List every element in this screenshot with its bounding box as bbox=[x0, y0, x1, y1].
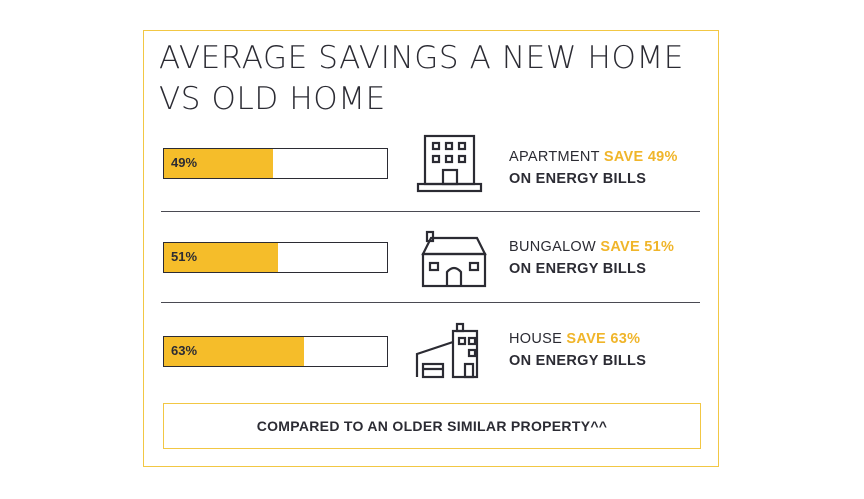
bar-apartment: 49% bbox=[163, 148, 388, 179]
bar-value-label-house: 63% bbox=[171, 343, 198, 358]
caption-apartment: APARTMENT SAVE 49% ON ENERGY BILLS bbox=[509, 146, 678, 190]
bar-fill-house bbox=[164, 337, 305, 366]
footnote-box: COMPARED TO AN OLDER SIMILAR PROPERTY^^ bbox=[163, 403, 701, 449]
caption-save-bungalow: SAVE 51% bbox=[600, 239, 675, 255]
divider-2 bbox=[161, 302, 700, 303]
bar-fill-bungalow bbox=[164, 243, 278, 272]
title-line-2: VS OLD HOME bbox=[159, 81, 386, 117]
row-apartment: 49% APARTMENT SAVE 49% ON ENERGY BILLS bbox=[159, 130, 704, 210]
bungalow-icon bbox=[413, 228, 487, 298]
caption-rest-bungalow: ON ENERGY BILLS bbox=[509, 261, 647, 277]
bar-value-label-apartment: 49% bbox=[171, 155, 198, 170]
infographic-card bbox=[143, 30, 719, 467]
row-house: 63% HOUSE SAVE 63% ON ENERGY BILLS bbox=[159, 318, 704, 398]
house-icon bbox=[413, 320, 487, 390]
divider-1 bbox=[161, 211, 700, 212]
bar-fill-apartment bbox=[164, 149, 274, 178]
bar-bungalow: 51% bbox=[163, 242, 388, 273]
bar-house: 63% bbox=[163, 336, 388, 367]
caption-save-apartment: SAVE 49% bbox=[603, 149, 678, 165]
caption-bungalow: BUNGALOW SAVE 51% ON ENERGY BILLS bbox=[509, 236, 674, 280]
caption-rest-house: ON ENERGY BILLS bbox=[509, 353, 647, 369]
chart-title: AVERAGE SAVINGS A NEW HOME VS OLD HOME bbox=[159, 38, 719, 120]
row-bungalow: 51% BUNGALOW SAVE 51% ON ENERGY BILLS bbox=[159, 224, 704, 304]
caption-type-apartment: APARTMENT bbox=[509, 149, 600, 165]
footnote-text: COMPARED TO AN OLDER SIMILAR PROPERTY^^ bbox=[256, 418, 608, 434]
caption-save-house: SAVE 63% bbox=[566, 331, 641, 347]
bar-value-label-bungalow: 51% bbox=[171, 249, 198, 264]
title-line-1: AVERAGE SAVINGS A NEW HOME bbox=[159, 40, 684, 76]
caption-house: HOUSE SAVE 63% ON ENERGY BILLS bbox=[509, 328, 646, 372]
caption-type-bungalow: BUNGALOW bbox=[509, 239, 596, 255]
apartment-building-icon bbox=[413, 132, 487, 202]
caption-type-house: HOUSE bbox=[509, 331, 563, 347]
caption-rest-apartment: ON ENERGY BILLS bbox=[509, 171, 647, 187]
